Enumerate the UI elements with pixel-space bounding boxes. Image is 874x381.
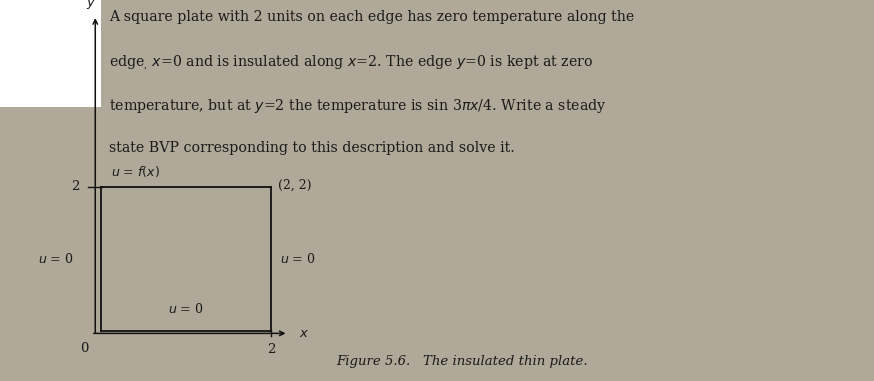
- Text: temperature, but at $y$=2 the temperature is sin 3$\pi$$x$/4. Write a steady: temperature, but at $y$=2 the temperatur…: [109, 97, 607, 115]
- Text: $u$ = 0: $u$ = 0: [280, 252, 316, 266]
- Text: state BVP corresponding to this description and solve it.: state BVP corresponding to this descript…: [109, 141, 515, 155]
- Text: 2: 2: [71, 180, 80, 193]
- Text: $u$ = 0: $u$ = 0: [38, 252, 74, 266]
- Text: $u$ = $f(x)$: $u$ = $f(x)$: [111, 164, 160, 179]
- Text: (2, 2): (2, 2): [278, 178, 311, 191]
- Text: Figure 5.6.   The insulated thin plate.: Figure 5.6. The insulated thin plate.: [336, 355, 588, 368]
- Text: 0: 0: [80, 342, 88, 355]
- Text: $y$: $y$: [86, 0, 96, 11]
- Text: edge$_{\mathregular{,}}$ $x$=0 and is insulated along $x$=2. The edge $y$=0 is k: edge$_{\mathregular{,}}$ $x$=0 and is in…: [109, 53, 593, 72]
- Text: A square plate with 2 units on each edge has zero temperature along the: A square plate with 2 units on each edge…: [109, 10, 635, 24]
- Text: 2: 2: [267, 343, 275, 356]
- Text: $u$ = 0: $u$ = 0: [168, 302, 204, 315]
- Text: $x$: $x$: [299, 327, 309, 340]
- Bar: [0, 0, 101, 107]
